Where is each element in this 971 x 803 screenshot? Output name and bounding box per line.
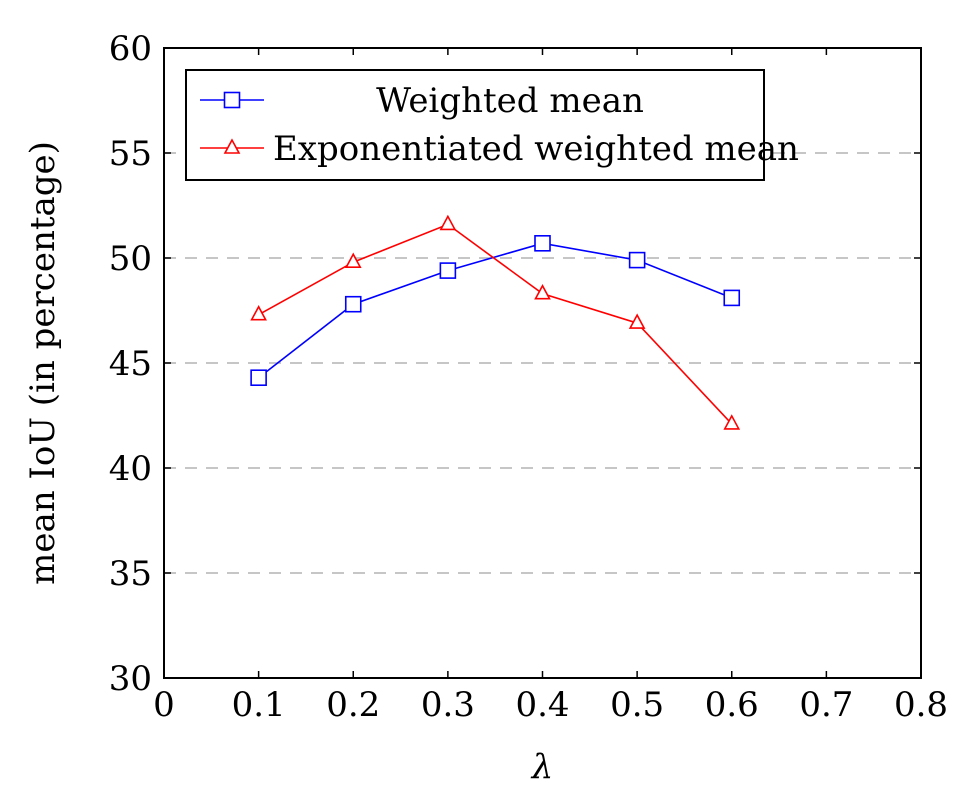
data-point-marker [534,235,551,252]
data-point-marker [628,313,646,329]
legend-marker [223,138,241,154]
data-point-marker [628,251,646,269]
legend-label: Weighted mean [376,81,644,121]
x-tick-label: 0.3 [421,685,475,725]
y-tick-label: 45 [109,344,152,384]
data-point-marker [344,295,362,313]
data-point-marker [344,252,362,269]
legend: Weighted mean Exponentiated weighted mean [185,69,799,181]
series-line [258,242,733,379]
x-tick-label: 0.1 [232,685,286,725]
legend-label: Exponentiated weighted mean [273,129,799,169]
data-point-marker [250,369,267,387]
x-tick-label: 0.8 [894,685,948,725]
data-point-marker [723,414,741,430]
data-point-marker [534,284,551,300]
y-tick-label: 40 [109,449,152,489]
legend-item: Exponentiated weighted mean [200,129,799,169]
x-tick-label: 0.4 [515,685,569,725]
y-tick-label: 30 [109,659,152,699]
legend-item: Weighted mean [200,81,644,121]
data-point-marker [250,305,267,321]
data-point-marker [723,289,741,307]
x-tick-label: 0.6 [705,685,759,725]
y-tick-label: 50 [109,239,152,279]
y-tick-label: 55 [109,134,152,174]
x-tick-label: 0.7 [799,685,853,725]
x-tick-label: 0.2 [326,685,380,725]
axis-ticks: 30 35 40 45 50 55 60 0 0.1 0.2 0.3 0.4 0.5 0.6 0.7 0.8 [109,29,948,725]
y-tick-label: 35 [109,554,152,594]
x-axis-label: λ [530,747,554,787]
series-line [258,223,733,425]
series-1 [250,235,741,387]
series-2 [250,214,741,430]
legend-marker [223,91,241,109]
data-point-marker [439,262,457,279]
y-tick-label: 60 [109,29,152,69]
y-axis-label: mean IoU (in percentage) [23,141,63,585]
series-layer [250,214,741,430]
legend-box [185,69,765,181]
x-tick-label: 0.5 [610,685,664,725]
data-point-marker [439,214,457,231]
x-tick-label: 0 [153,685,175,725]
